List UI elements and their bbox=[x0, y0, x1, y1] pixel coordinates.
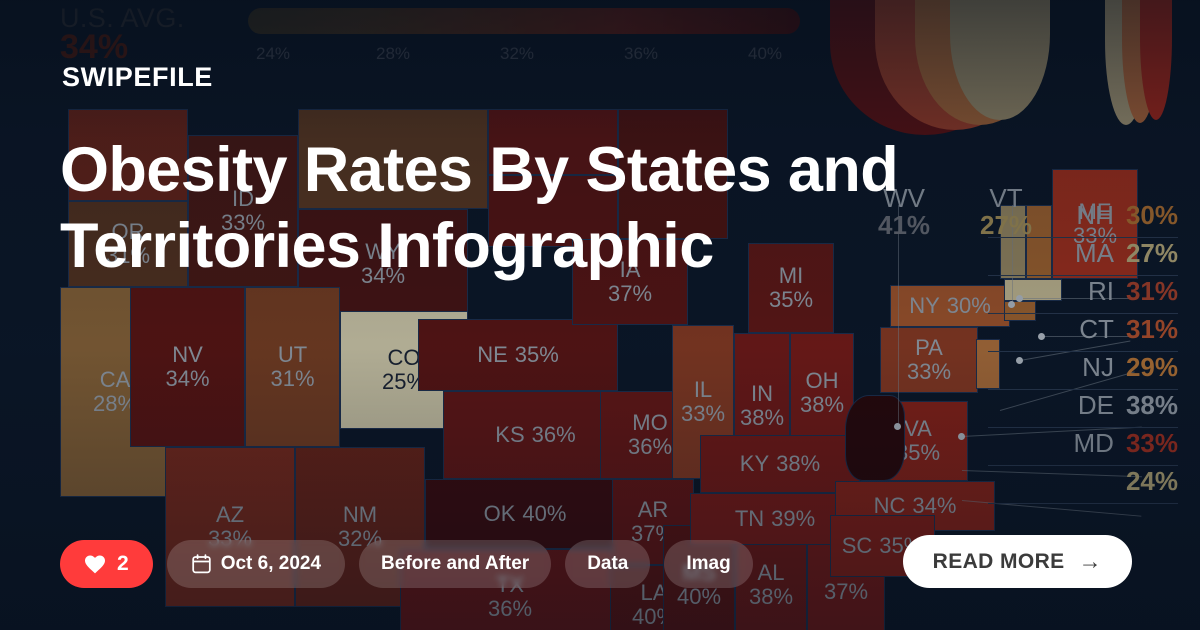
date-label: Oct 6, 2024 bbox=[220, 553, 322, 574]
tag-before-and-after-label: Before and After bbox=[381, 553, 530, 574]
calendar-icon bbox=[192, 554, 211, 574]
tag-before-and-after[interactable]: Before and After bbox=[359, 540, 552, 588]
date-pill: Oct 6, 2024 bbox=[166, 540, 346, 588]
tag-images[interactable]: Imag bbox=[664, 540, 753, 588]
page-title: Obesity Rates By States and Territories … bbox=[60, 135, 899, 281]
meta-bar: 2 Oct 6, 2024 Before and After Data Imag bbox=[60, 540, 753, 588]
tag-data-label: Data bbox=[587, 553, 629, 574]
read-more-button[interactable]: READ MORE → bbox=[902, 535, 1132, 588]
tag-data[interactable]: Data bbox=[565, 540, 651, 588]
tag-images-label: Imag bbox=[686, 553, 731, 574]
heart-icon bbox=[85, 555, 105, 574]
read-more-label: READ MORE bbox=[932, 549, 1065, 573]
brand-logo[interactable]: SWIPEFILE bbox=[62, 62, 213, 92]
like-count: 2 bbox=[117, 552, 129, 575]
arrow-right-icon: → bbox=[1078, 548, 1102, 574]
like-button[interactable]: 2 bbox=[60, 540, 153, 588]
